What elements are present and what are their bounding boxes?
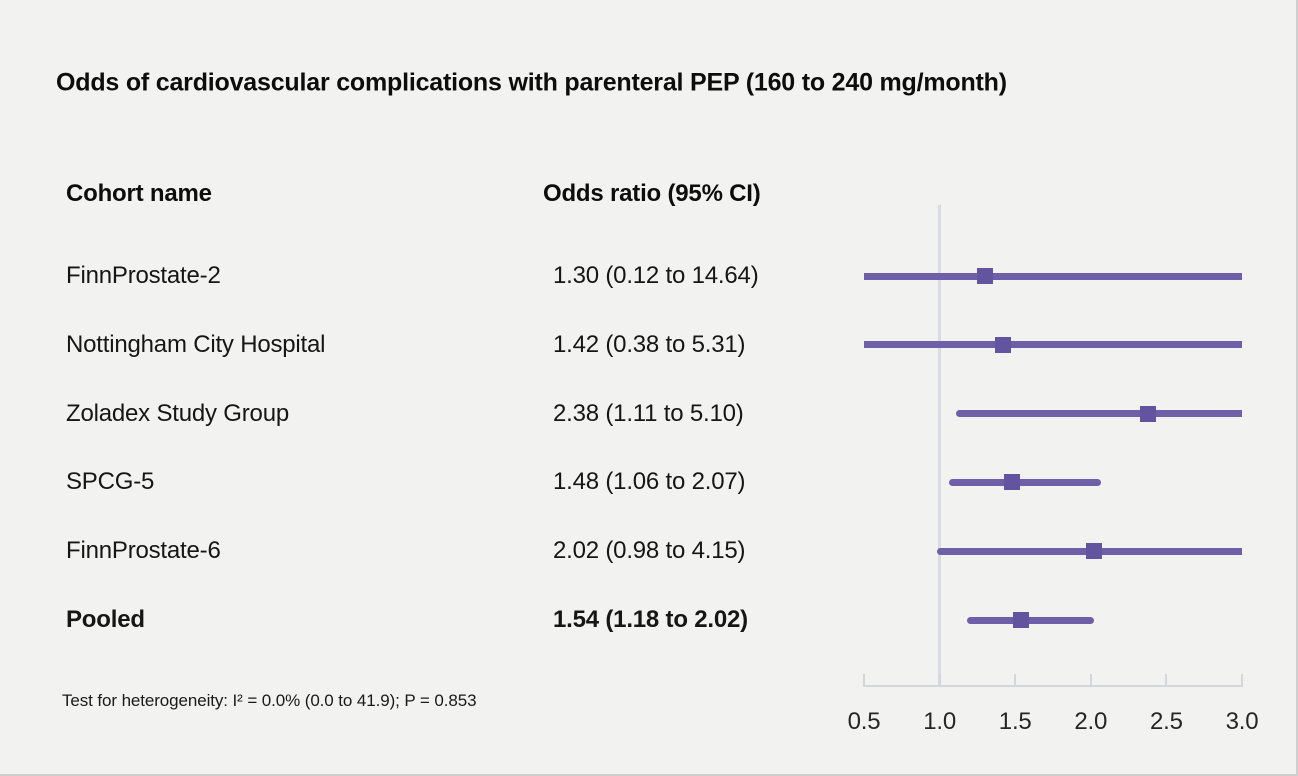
x-tick-label: 2.5	[1150, 708, 1183, 735]
or-marker	[1013, 612, 1030, 628]
ci-bar	[864, 341, 1242, 349]
ci-bar	[864, 272, 1242, 280]
x-tick	[1165, 674, 1168, 687]
ci-bar	[956, 410, 1242, 418]
x-tick-label: 1.5	[998, 708, 1032, 735]
x-tick-label: 3.0	[1225, 708, 1259, 735]
cohort-name: SPCG-5	[66, 468, 155, 495]
or-marker	[1140, 405, 1157, 422]
cohort-name: Pooled	[66, 606, 145, 633]
cohort-column-header: Cohort name	[66, 180, 212, 207]
odds-ratio-value: 1.54 (1.18 to 2.02)	[553, 606, 748, 633]
cohort-name: FinnProstate-6	[66, 537, 221, 564]
odds-ratio-column-header: Odds ratio (95% CI)	[543, 180, 761, 207]
or-marker	[1085, 543, 1102, 560]
cohort-name: Nottingham City Hospital	[66, 331, 326, 358]
x-tick	[1089, 674, 1092, 687]
or-marker	[995, 336, 1012, 353]
x-tick	[863, 674, 865, 687]
cohort-name: FinnProstate-2	[66, 262, 221, 289]
x-tick	[1014, 674, 1017, 687]
x-tick-label: 2.0	[1074, 708, 1108, 735]
x-tick	[938, 674, 941, 687]
odds-ratio-value: 1.48 (1.06 to 2.07)	[553, 468, 746, 495]
heterogeneity-note: Test for heterogeneity: I² = 0.0% (0.0 t…	[62, 691, 477, 710]
reference-line	[938, 205, 942, 687]
x-tick-label: 1.0	[923, 708, 956, 735]
or-marker	[976, 268, 993, 284]
figure-title: Odds of cardiovascular complications wit…	[56, 68, 1007, 97]
cohort-name: Zoladex Study Group	[66, 400, 289, 427]
x-tick-label: 0.5	[847, 708, 881, 735]
odds-ratio-value: 2.02 (0.98 to 4.15)	[553, 537, 746, 564]
ci-bar	[948, 478, 1102, 486]
odds-ratio-value: 2.38 (1.11 to 5.10)	[553, 400, 744, 427]
x-tick	[1241, 674, 1243, 687]
or-marker	[1004, 474, 1021, 491]
ci-bar	[966, 616, 1094, 624]
x-axis-line	[863, 685, 1243, 687]
odds-ratio-value: 1.42 (0.38 to 5.31)	[553, 331, 746, 358]
odds-ratio-value: 1.30 (0.12 to 14.64)	[553, 262, 759, 289]
